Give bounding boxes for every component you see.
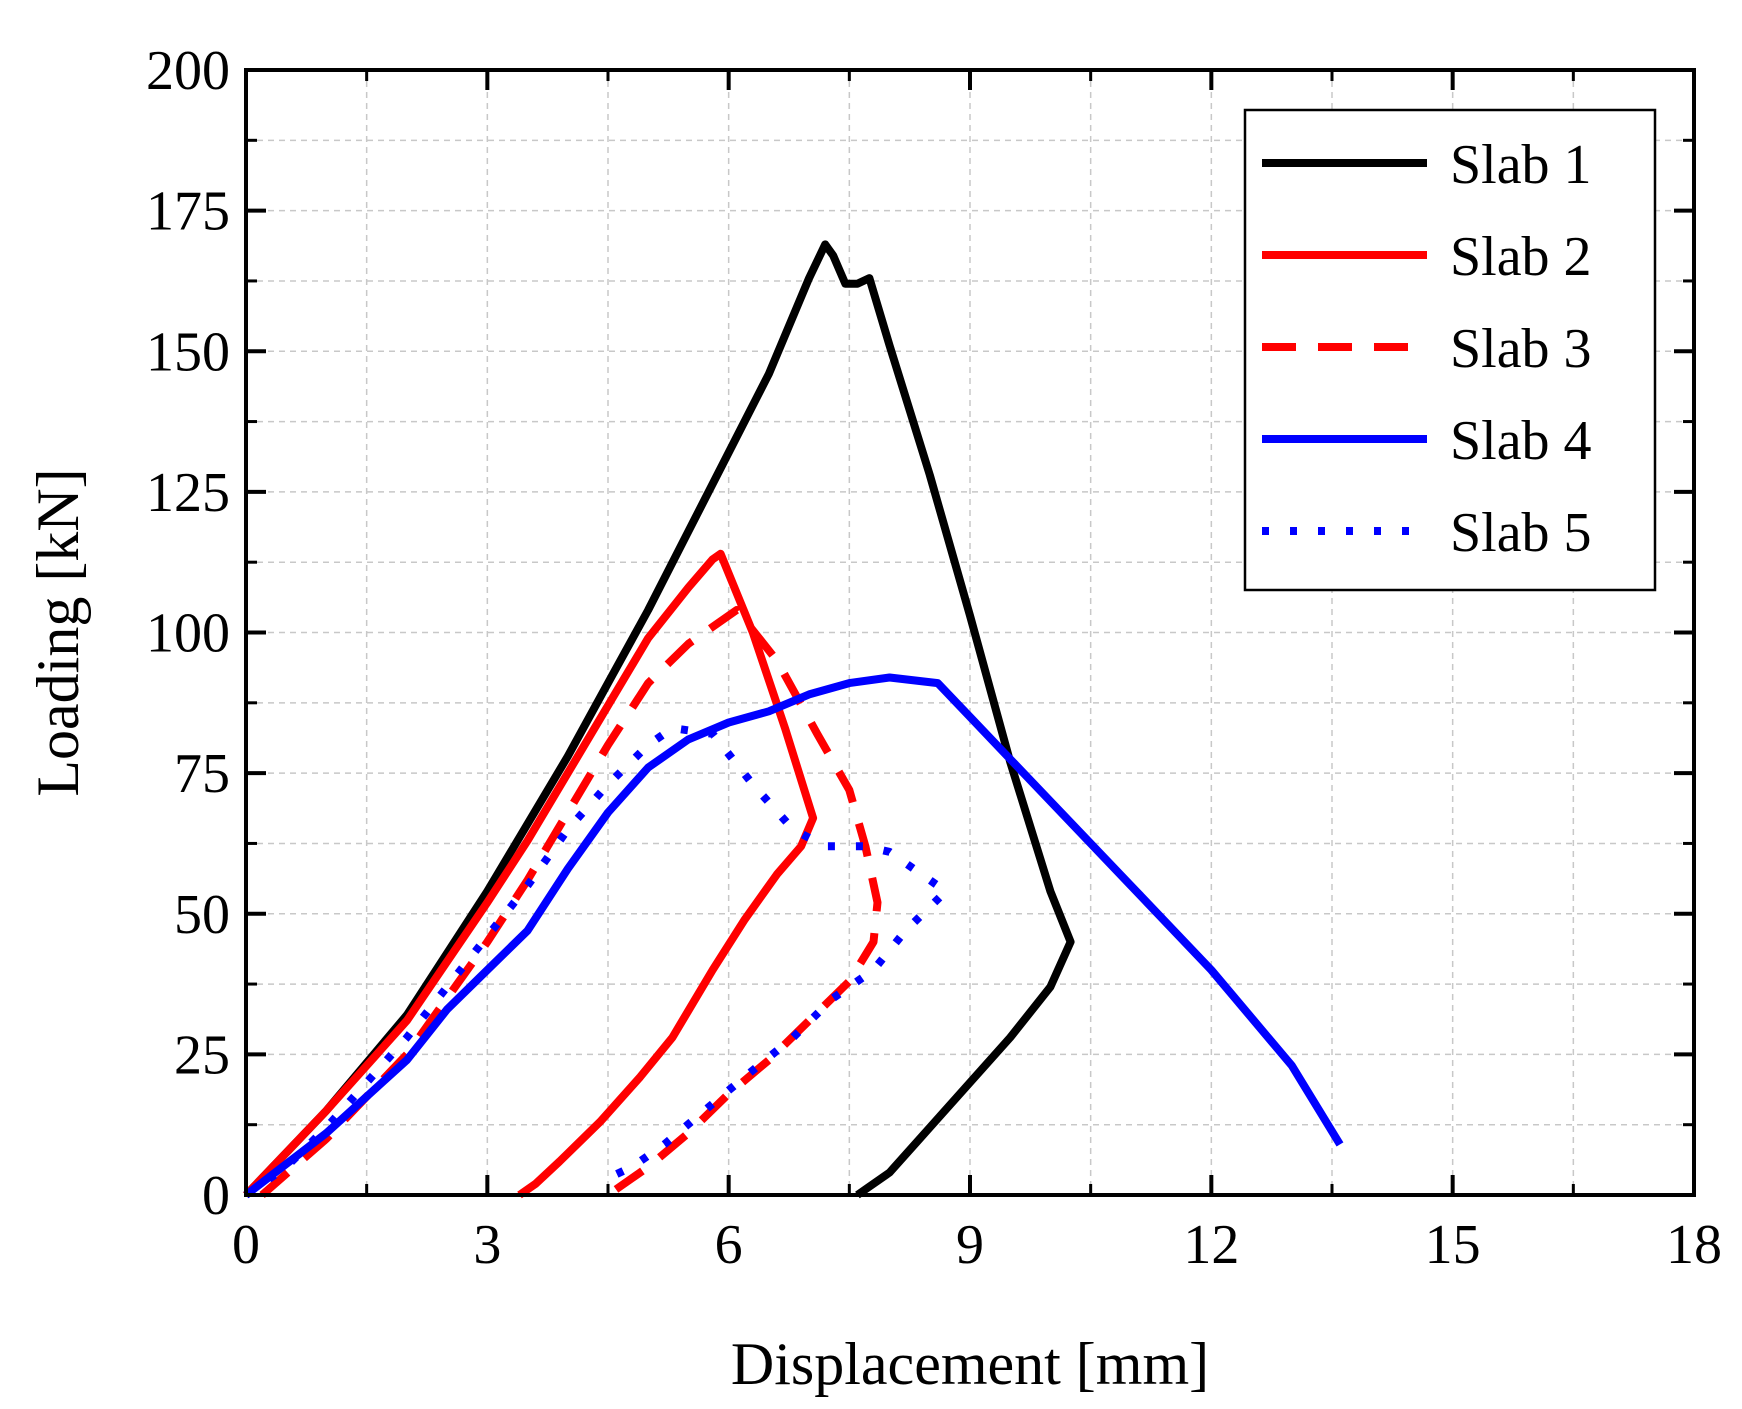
series-line-slab-4 [243,673,1344,1199]
legend-box [1243,108,1657,592]
y-tick-label: 75 [174,743,230,805]
x-tick-label: 0 [232,1214,260,1276]
legend-label: Slab 2 [1450,226,1592,288]
y-tick-label: 50 [174,884,230,946]
tick-labels: 0 3 6 9 12 15 18 0 25 50 75 100 125 150 175 200 [146,40,1722,1276]
legend-label: Slab 3 [1450,318,1592,380]
legend-label: Slab 4 [1450,410,1592,472]
series-line-slab-5 [243,724,950,1199]
x-tick-label: 9 [956,1214,984,1276]
x-tick-label: 6 [715,1214,743,1276]
x-tick-label: 12 [1183,1214,1239,1276]
series-line-slab-1 [243,240,1075,1199]
x-tick-label: 18 [1666,1214,1722,1276]
y-tick-label: 150 [146,321,230,383]
x-tick-label: 3 [473,1214,501,1276]
x-axis-title: Displacement [mm] [731,1331,1209,1397]
y-axis-title: Loading [kN] [25,468,91,796]
y-tick-label: 175 [146,181,230,243]
legend: Slab 1 Slab 2 Slab 3 Slab 4 Slab 5 [1243,108,1657,592]
x-tick-label: 15 [1425,1214,1481,1276]
y-tick-label: 100 [146,603,230,665]
y-tick-label: 125 [146,462,230,524]
legend-label: Slab 5 [1450,502,1592,564]
y-tick-label: 200 [146,40,230,102]
series-layer [243,240,1344,1199]
legend-label: Slab 1 [1450,134,1592,196]
y-tick-label: 0 [202,1165,230,1227]
y-tick-label: 25 [174,1024,230,1086]
series-line-slab-2 [243,549,818,1199]
axis-ticks [244,68,1696,1197]
